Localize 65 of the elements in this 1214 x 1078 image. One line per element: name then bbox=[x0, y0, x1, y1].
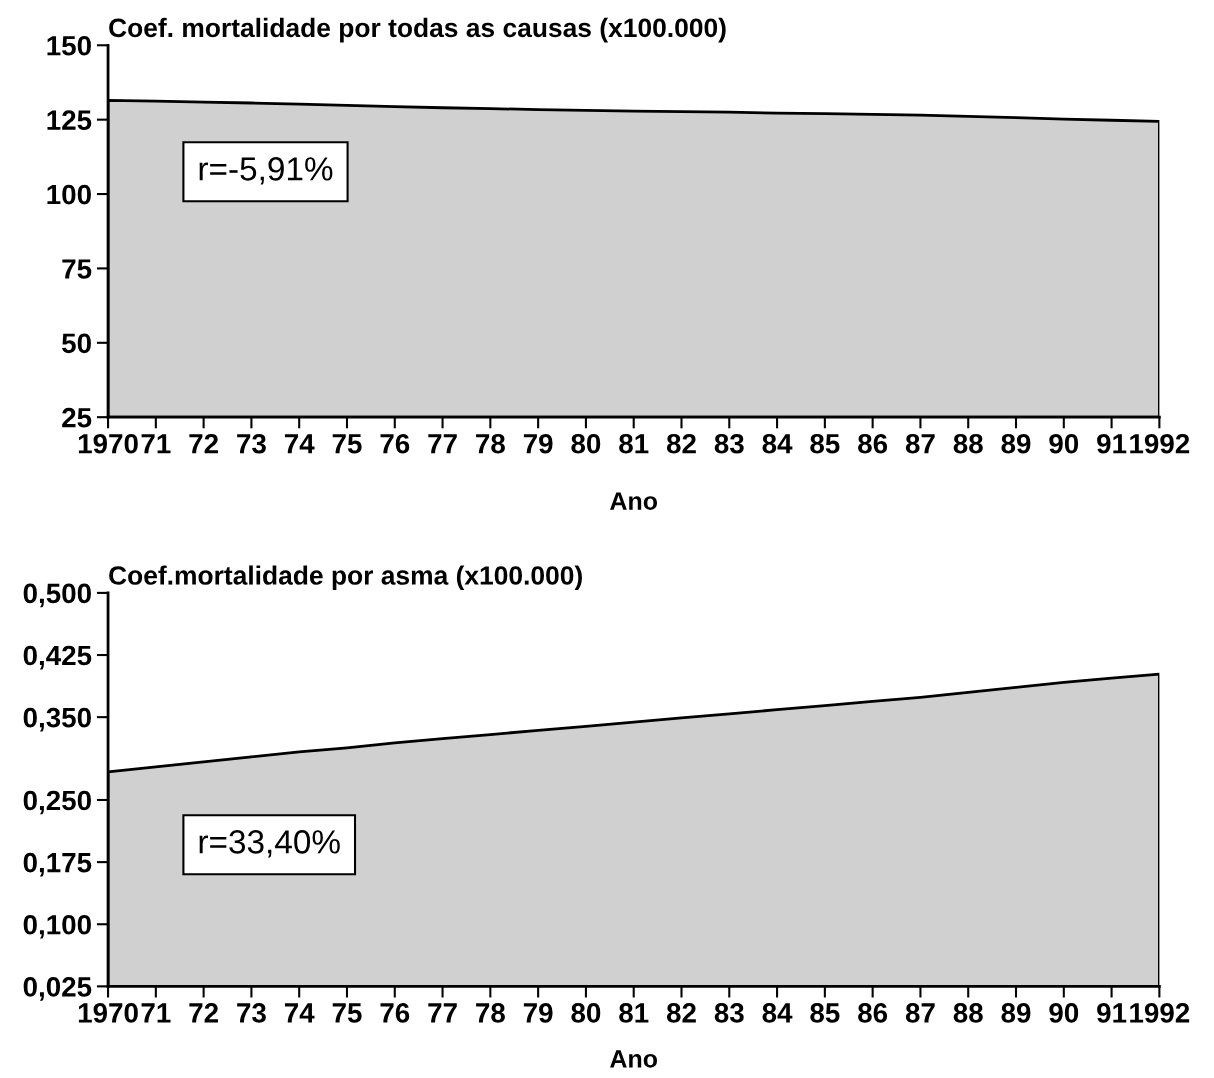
x-tick-label: 78 bbox=[476, 1003, 505, 1023]
y-tick-label: 0,100 bbox=[23, 914, 91, 939]
x-tick-label: 75 bbox=[332, 1003, 362, 1023]
x-tick-label: 73 bbox=[237, 1003, 266, 1023]
chart-title: Coef. mortalidade por todas as causas (x100.000) bbox=[109, 17, 726, 43]
y-tick-label: 0,425 bbox=[23, 645, 92, 670]
x-axis-title: Ano bbox=[610, 1050, 658, 1068]
annotation: r=33,40% bbox=[199, 830, 340, 858]
x-tick-label: 90 bbox=[1049, 433, 1079, 454]
x-tick-label: 91 bbox=[1097, 433, 1127, 454]
x-tick-label: 80 bbox=[571, 433, 601, 454]
x-tick-label: 72 bbox=[189, 1003, 218, 1023]
y-tick-label: 0,025 bbox=[23, 977, 92, 1001]
x-tick-label: 85 bbox=[810, 1003, 840, 1023]
x-tick-label: 87 bbox=[905, 433, 935, 454]
y-tick-label: 0,500 bbox=[23, 583, 91, 608]
x-tick-label: 79 bbox=[523, 433, 553, 454]
x-tick-label: 89 bbox=[1001, 433, 1031, 454]
x-tick-label: 83 bbox=[714, 1003, 744, 1023]
x-tick-label: 84 bbox=[762, 433, 793, 454]
x-tick-label: 86 bbox=[858, 433, 888, 454]
x-axis-title: Ano bbox=[610, 492, 658, 510]
x-tick-label: 71 bbox=[141, 1003, 171, 1023]
x-tick-label: 90 bbox=[1049, 1003, 1079, 1023]
y-tick-label: 0,175 bbox=[23, 852, 92, 877]
annotation: r=-5,91% bbox=[199, 157, 333, 185]
x-tick-label: 78 bbox=[476, 433, 505, 454]
x-tick-label: 87 bbox=[905, 1003, 935, 1023]
x-tick-label: 1992 bbox=[1130, 1003, 1190, 1023]
y-tick-label: 0,250 bbox=[23, 790, 91, 815]
x-tick-label: 76 bbox=[380, 1003, 410, 1023]
y-tick-label: 0,350 bbox=[23, 707, 91, 732]
x-tick-label: 74 bbox=[284, 1003, 315, 1023]
x-tick-label: 82 bbox=[666, 433, 696, 454]
x-tick-label: 1992 bbox=[1130, 433, 1190, 454]
x-tick-label: 91 bbox=[1097, 1003, 1127, 1023]
x-tick-label: 81 bbox=[619, 433, 649, 454]
x-tick-label: 86 bbox=[858, 1003, 888, 1023]
x-tick-label: 1970 bbox=[78, 433, 138, 454]
y-tick-label: 50 bbox=[62, 333, 91, 354]
x-tick-label: 76 bbox=[380, 433, 410, 454]
x-tick-label: 80 bbox=[571, 1003, 601, 1023]
y-tick-label: 75 bbox=[62, 259, 92, 279]
x-tick-label: 83 bbox=[714, 433, 744, 454]
x-tick-label: 84 bbox=[762, 1003, 793, 1023]
x-tick-label: 77 bbox=[428, 1003, 457, 1023]
y-tick-label: 150 bbox=[47, 35, 91, 56]
x-tick-label: 85 bbox=[810, 433, 840, 454]
x-tick-label: 81 bbox=[619, 1003, 649, 1023]
x-tick-label: 75 bbox=[332, 434, 362, 454]
x-tick-label: 88 bbox=[953, 1003, 983, 1023]
x-tick-label: 89 bbox=[1001, 1003, 1031, 1023]
chart-title: Coef.mortalidade por asma (x100.000) bbox=[109, 565, 582, 591]
x-tick-label: 73 bbox=[237, 433, 266, 454]
y-tick-label: 100 bbox=[47, 184, 91, 205]
y-tick-label: 125 bbox=[47, 110, 92, 130]
x-tick-label: 79 bbox=[523, 1003, 553, 1023]
x-tick-label: 71 bbox=[141, 434, 171, 454]
x-tick-label: 77 bbox=[428, 434, 457, 454]
x-tick-label: 1970 bbox=[78, 1003, 138, 1023]
x-tick-label: 74 bbox=[284, 434, 315, 454]
y-tick-label: 25 bbox=[62, 407, 92, 428]
x-tick-label: 88 bbox=[953, 433, 983, 454]
x-tick-label: 72 bbox=[189, 433, 218, 454]
x-tick-label: 82 bbox=[666, 1003, 696, 1023]
